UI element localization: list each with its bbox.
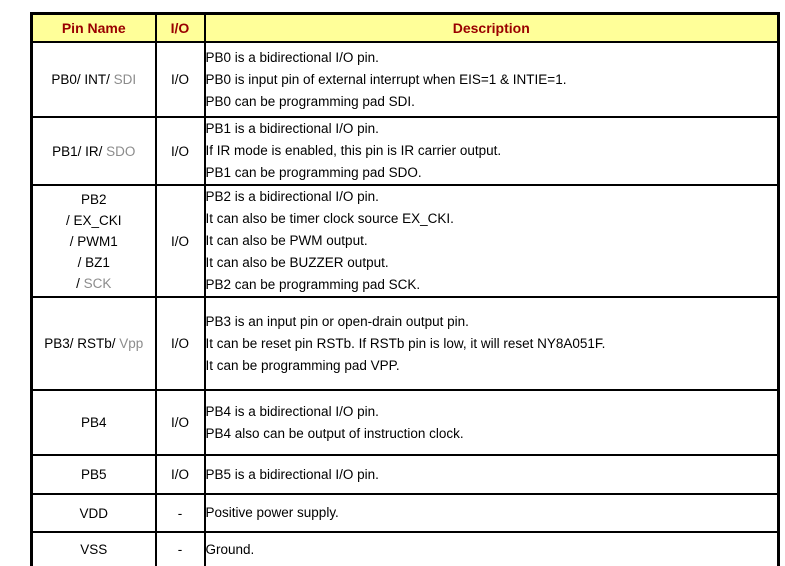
description-line: PB0 is a bidirectional I/O pin. (205, 49, 379, 65)
column-header-description: Description (203, 12, 780, 43)
pin-name-cell: VSS (30, 531, 157, 566)
pin-name-line: VSS (34, 539, 154, 560)
description-line: PB4 is a bidirectional I/O pin. (205, 403, 379, 419)
description-line: Positive power supply. (205, 505, 339, 520)
pin-description-table-container: Pin Name I/O Description PB0/ INT/ SDI I/… (30, 12, 780, 566)
description-cell: Ground. (203, 531, 780, 566)
pin-name-line: PB4 (34, 412, 154, 433)
pin-name-cell: PB0/ INT/ SDI (30, 41, 157, 118)
pin-programming-pad-name: Vpp (119, 336, 144, 351)
column-header-pin-name: Pin Name (30, 12, 157, 43)
pin-name-cell: PB2 / EX_CKI / PWM1 / BZ1 / SCK (30, 184, 157, 298)
pin-name-line: / EX_CKI (34, 210, 154, 231)
pin-name-text: PB2 (80, 191, 107, 207)
description-cell: Positive power supply. (203, 493, 780, 533)
pin-name-line: PB5 (34, 464, 154, 485)
pin-name-cell: PB5 (30, 454, 157, 495)
io-type-cell: I/O (154, 296, 206, 391)
description-cell: PB0 is a bidirectional I/O pin. PB0 is in… (203, 41, 780, 118)
table-row: PB4 I/O PB4 is a bidirectional I/O pin. PB4… (30, 389, 780, 456)
description-line: PB0 is input pin of external interrupt w… (205, 71, 567, 87)
description-cell: PB4 is a bidirectional I/O pin. PB4 also … (203, 389, 780, 456)
description-line: It can also be PWM output. (205, 233, 368, 248)
pin-name-cell: VDD (30, 493, 157, 533)
io-type-cell: I/O (154, 454, 206, 495)
io-type-cell: - (154, 531, 206, 566)
table-row: VSS - Ground. (30, 531, 780, 566)
description-line: PB3 is an input pin or open-drain output… (205, 313, 469, 329)
description-cell: PB2 is a bidirectional I/O pin. It can al… (203, 184, 780, 298)
table-row: PB1/ IR/ SDO I/O PB1 is a bidirectional I/… (30, 116, 780, 186)
pin-description-table: Pin Name I/O Description PB0/ INT/ SDI I/… (30, 12, 780, 566)
pin-name-cell: PB3/ RSTb/ Vpp (30, 296, 157, 391)
io-type-cell: I/O (154, 41, 206, 118)
table-header: Pin Name I/O Description (30, 12, 780, 43)
description-line: It can be reset pin RSTb. If RSTb pin is… (205, 335, 606, 351)
description-line: PB1 can be programming pad SDO. (205, 165, 422, 180)
pin-name-line: / SCK (34, 273, 154, 294)
pin-name-text: VDD (79, 505, 108, 521)
pin-name-line: VDD (34, 503, 154, 524)
pin-name-text: PB0/ INT/ (51, 72, 114, 87)
pin-name-text: / (76, 275, 84, 291)
pin-name-line: PB3/ RSTb/ Vpp (34, 333, 154, 354)
description-line: PB1 is a bidirectional I/O pin. (205, 121, 379, 136)
description-line: PB0 can be programming pad SDI. (205, 93, 415, 109)
pin-programming-pad-name: SDI (113, 72, 137, 87)
pin-name-text: PB4 (80, 415, 107, 430)
pin-name-text: / BZ1 (77, 254, 110, 270)
pin-name-line: / PWM1 (34, 231, 154, 252)
description-line: If IR mode is enabled, this pin is IR ca… (205, 143, 502, 158)
io-type-cell: I/O (154, 184, 206, 298)
column-header-io: I/O (154, 12, 206, 43)
description-line: PB4 also can be output of instruction cl… (205, 425, 464, 441)
pin-name-line: / BZ1 (34, 252, 154, 273)
description-line: It can be programming pad VPP. (205, 357, 400, 373)
description-line: PB2 is a bidirectional I/O pin. (205, 189, 379, 204)
pin-name-line: PB1/ IR/ SDO (34, 141, 154, 162)
description-cell: PB5 is a bidirectional I/O pin. (203, 454, 780, 495)
pin-programming-pad-name: SDO (106, 143, 136, 159)
pin-name-line: PB2 (34, 189, 154, 210)
pin-name-text: PB1/ IR/ (52, 143, 107, 159)
pin-programming-pad-name: SCK (83, 275, 112, 291)
io-type-cell: - (154, 493, 206, 533)
description-line: It can also be timer clock source EX_CKI… (205, 211, 454, 226)
pin-name-cell: PB4 (30, 389, 157, 456)
header-row: Pin Name I/O Description (30, 12, 780, 43)
description-line: PB5 is a bidirectional I/O pin. (205, 466, 379, 482)
description-line: Ground. (205, 541, 255, 557)
pin-name-text: PB3/ RSTb/ (44, 336, 120, 351)
table-row: VDD - Positive power supply. (30, 493, 780, 533)
io-type-cell: I/O (154, 389, 206, 456)
pin-name-text: VSS (80, 542, 108, 558)
pin-name-text: PB5 (80, 467, 107, 482)
pin-name-text: / EX_CKI (65, 212, 122, 228)
description-cell: PB1 is a bidirectional I/O pin. If IR mod… (203, 116, 780, 186)
pin-name-line: PB0/ INT/ SDI (34, 69, 154, 90)
io-type-cell: I/O (154, 116, 206, 186)
pin-name-cell: PB1/ IR/ SDO (30, 116, 157, 186)
table-row: PB0/ INT/ SDI I/O PB0 is a bidirectional I… (30, 41, 780, 118)
table-row: PB3/ RSTb/ Vpp I/O PB3 is an input pin or … (30, 296, 780, 391)
table-row: PB5 I/O PB5 is a bidirectional I/O pin. (30, 454, 780, 495)
description-cell: PB3 is an input pin or open-drain output… (203, 296, 780, 391)
table-body: PB0/ INT/ SDI I/O PB0 is a bidirectional I… (30, 41, 780, 566)
description-line: It can also be BUZZER output. (205, 255, 389, 270)
table-row: PB2/ EX_CKI / PWM1/ BZ1/ SCK I/O PB2 is a b… (30, 184, 780, 298)
pin-name-text: / PWM1 (69, 233, 118, 249)
description-line: PB2 can be programming pad SCK. (205, 277, 421, 292)
